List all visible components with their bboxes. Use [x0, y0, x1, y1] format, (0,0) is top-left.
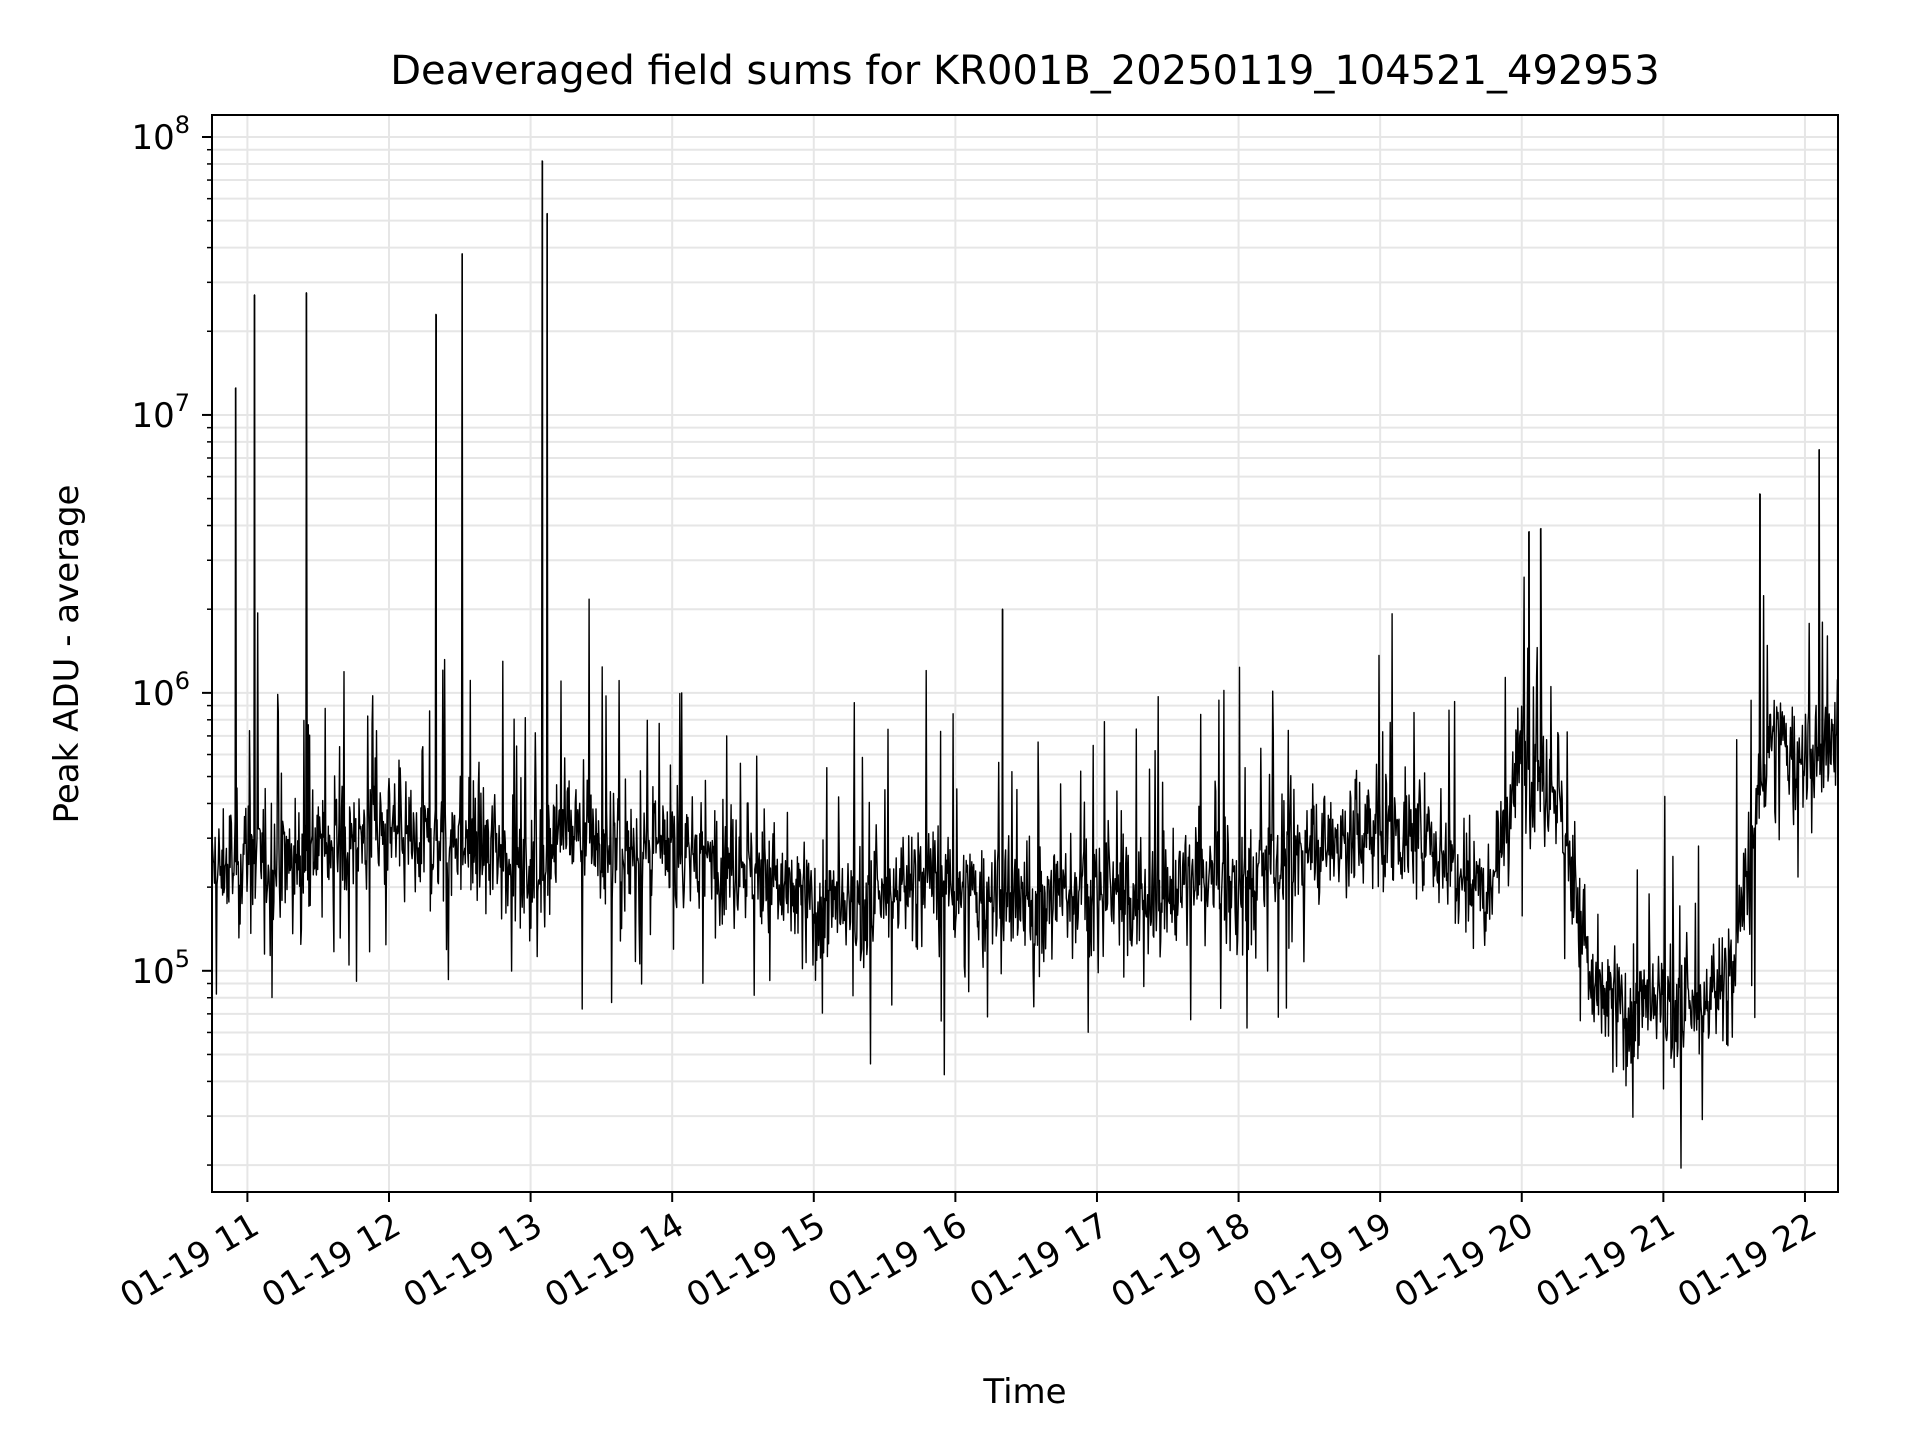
plot-area	[212, 160, 1838, 1169]
y-axis: 105 106 107 108	[131, 111, 212, 1166]
y-tick-label: 106	[131, 667, 190, 714]
series-line	[212, 160, 1838, 1169]
y-tick-label: 105	[131, 945, 190, 992]
x-axis-label: Time	[982, 1372, 1066, 1412]
y-tick-label: 108	[131, 111, 190, 158]
axes-frame	[211, 114, 1839, 1193]
y-axis-label: Peak ADU - average	[47, 485, 87, 824]
chart-title: Deaveraged field sums for KR001B_2025011…	[390, 48, 1660, 94]
y-tick-label: 107	[131, 389, 190, 436]
